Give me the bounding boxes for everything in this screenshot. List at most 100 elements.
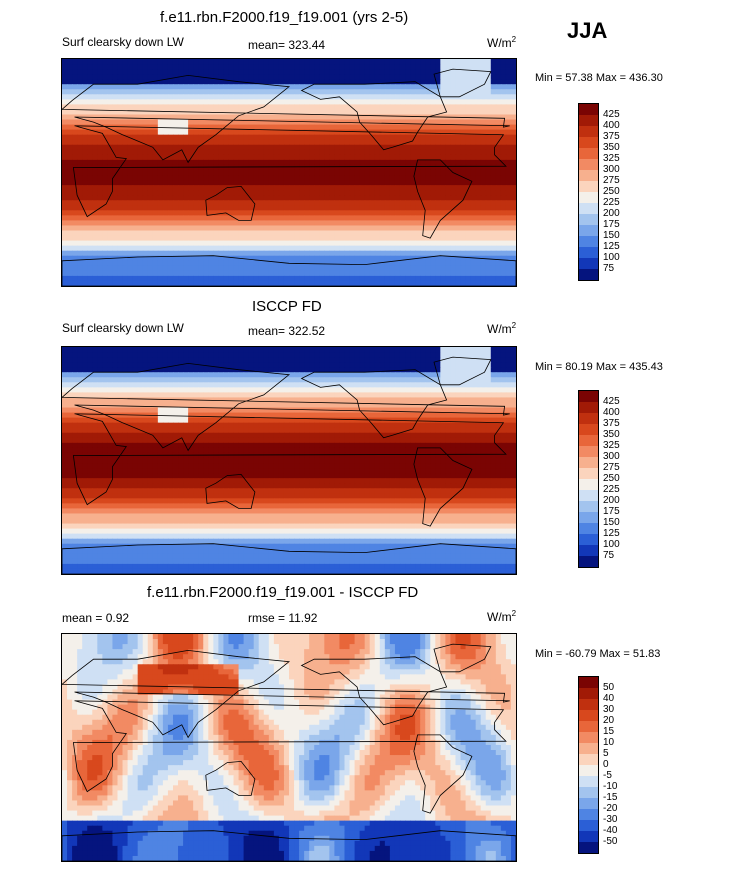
field-cell [450, 357, 457, 363]
field-cell [268, 392, 275, 399]
field-cell [263, 210, 270, 216]
field-cell [178, 89, 184, 95]
field-cell [329, 175, 335, 181]
field-cell [268, 255, 275, 262]
field-cell [228, 104, 235, 111]
field-cell [480, 129, 487, 136]
field-cell [92, 64, 98, 70]
field-cell [87, 180, 93, 186]
field-cell [314, 180, 320, 186]
field-cell [339, 347, 346, 353]
field-cell [319, 392, 325, 399]
field-cell [470, 372, 477, 378]
field-cell [324, 79, 330, 85]
field-cell [324, 357, 330, 363]
field-cell [415, 185, 421, 191]
field-cell [147, 185, 154, 191]
field-cell [238, 119, 245, 126]
field-cell [410, 215, 416, 222]
field-cell [67, 89, 73, 95]
field-cell [273, 119, 280, 126]
field-cell [238, 185, 245, 191]
field-cell [364, 134, 371, 141]
field-cell [283, 164, 290, 171]
field-cell [172, 255, 179, 262]
field-cell [294, 205, 300, 211]
field-cell [354, 220, 361, 227]
field-cell [450, 119, 457, 126]
field-cell [132, 59, 139, 65]
field-cell [389, 149, 396, 156]
field-cell [172, 265, 179, 272]
field-cell [354, 347, 361, 353]
field-cell [369, 79, 376, 85]
colorbar-swatches [578, 103, 599, 281]
field-cell [349, 200, 356, 206]
field-cell [127, 220, 134, 227]
field-cell [389, 190, 396, 196]
field-cell [364, 357, 371, 363]
field-cell [178, 144, 184, 151]
field-cell [475, 392, 482, 399]
field-cell [455, 377, 462, 383]
field-cell [233, 149, 240, 156]
field-cell [178, 79, 184, 85]
field-cell [430, 250, 436, 257]
field-cell [289, 139, 295, 146]
field-cell [470, 280, 477, 286]
field-cell [162, 134, 169, 141]
field-cell [500, 144, 507, 151]
field-cell [198, 59, 204, 65]
field-cell [263, 215, 270, 222]
field-cell [263, 185, 270, 191]
field-cell [394, 362, 401, 368]
field-cell [183, 200, 189, 206]
field-cell [203, 124, 209, 131]
field-cell [228, 205, 235, 211]
field-cell [107, 99, 114, 105]
field-cell [127, 149, 134, 156]
field-cell [263, 382, 270, 388]
field-cell [208, 352, 214, 358]
field-cell [500, 235, 507, 242]
field-cell [152, 387, 159, 393]
field-cell [425, 124, 431, 131]
field-cell [455, 169, 462, 176]
field-cell [334, 240, 341, 247]
field-cell [445, 255, 452, 262]
field-cell [465, 180, 472, 186]
field-cell [238, 149, 245, 156]
field-cell [450, 84, 457, 90]
field-cell [334, 255, 341, 262]
field-cell [87, 59, 93, 65]
field-cell [258, 94, 265, 100]
field-cell [500, 270, 507, 277]
field-cell [72, 240, 78, 247]
field-cell [354, 392, 361, 399]
field-cell [354, 235, 361, 242]
field-cell [510, 109, 516, 116]
field-cell [364, 164, 371, 171]
field-cell [172, 270, 179, 277]
field-cell [445, 185, 452, 191]
field-cell [354, 260, 361, 267]
field-cell [258, 215, 265, 222]
field-cell [334, 357, 341, 363]
field-cell [132, 260, 139, 267]
field-cell [243, 74, 250, 80]
field-cell [87, 382, 93, 388]
field-cell [485, 250, 492, 257]
field-cell [480, 119, 487, 126]
field-cell [384, 114, 391, 121]
field-cell [510, 175, 516, 181]
field-cell [460, 139, 467, 146]
field-cell [283, 367, 290, 373]
field-cell [132, 240, 139, 247]
field-cell [208, 154, 214, 161]
field-cell [92, 357, 98, 363]
field-cell [369, 225, 376, 232]
field-cell [460, 230, 467, 237]
field-cell [273, 144, 280, 151]
field-cell [319, 134, 325, 141]
field-cell [420, 280, 426, 286]
